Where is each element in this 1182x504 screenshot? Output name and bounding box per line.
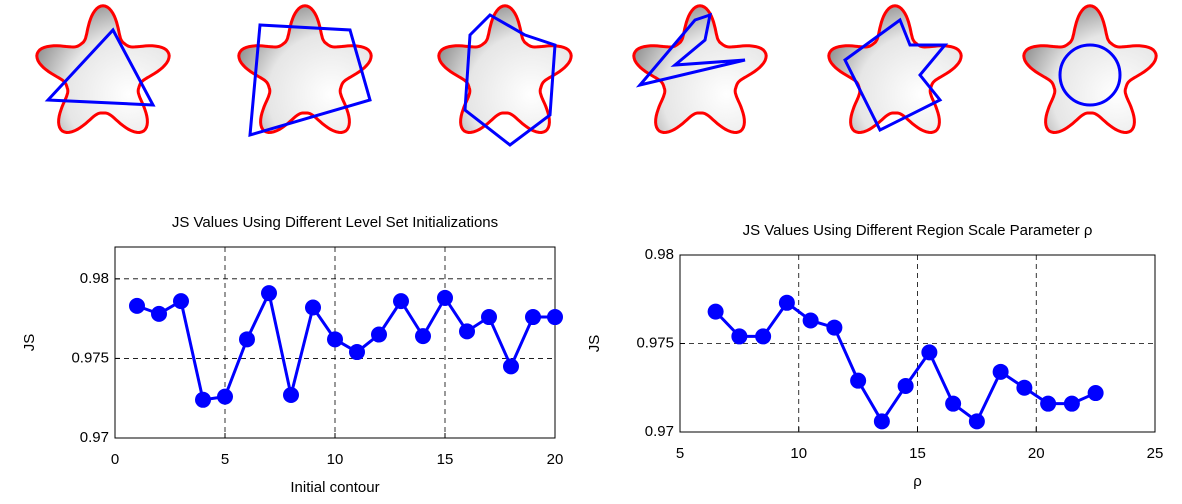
- data-point: [239, 331, 255, 347]
- flower-shape: [1024, 6, 1156, 133]
- data-point: [261, 285, 277, 301]
- x-tick-label: 15: [437, 451, 454, 468]
- data-point: [393, 293, 409, 309]
- data-point: [731, 328, 747, 344]
- x-axis-label: Initial contour: [290, 479, 379, 496]
- data-point: [305, 299, 321, 315]
- data-point: [1016, 380, 1032, 396]
- x-tick-label: 10: [327, 451, 344, 468]
- data-point: [481, 309, 497, 325]
- contour-images: [37, 6, 1156, 145]
- data-point: [945, 396, 961, 412]
- data-point: [415, 328, 431, 344]
- data-point: [437, 290, 453, 306]
- x-tick-label: 10: [790, 445, 807, 462]
- data-point: [525, 309, 541, 325]
- x-tick-label: 20: [547, 451, 564, 468]
- data-point: [283, 387, 299, 403]
- x-tick-label: 15: [909, 445, 926, 462]
- x-tick-label: 20: [1028, 445, 1045, 462]
- data-point: [898, 378, 914, 394]
- data-point: [874, 413, 890, 429]
- data-point: [850, 373, 866, 389]
- y-tick-label: 0.98: [645, 246, 674, 263]
- data-point: [327, 331, 343, 347]
- data-point: [129, 298, 145, 314]
- flower-shape: [37, 6, 169, 133]
- data-point: [1040, 396, 1056, 412]
- x-tick-label: 5: [221, 451, 229, 468]
- x-tick-label: 5: [676, 445, 684, 462]
- y-tick-label: 0.975: [636, 334, 674, 351]
- data-point: [969, 413, 985, 429]
- y-tick-label: 0.97: [80, 429, 109, 446]
- y-tick-label: 0.98: [80, 270, 109, 287]
- x-tick-label: 25: [1147, 445, 1164, 462]
- y-axis-label: JS: [586, 335, 603, 353]
- data-point: [503, 358, 519, 374]
- chart-title: JS Values Using Different Region Scale P…: [743, 222, 1093, 239]
- data-point: [993, 364, 1009, 380]
- data-point: [349, 344, 365, 360]
- data-point: [1088, 385, 1104, 401]
- data-point: [195, 392, 211, 408]
- data-point: [217, 389, 233, 405]
- data-point: [779, 295, 795, 311]
- data-point: [547, 309, 563, 325]
- data-point: [755, 328, 771, 344]
- x-axis-label: ρ: [913, 473, 922, 490]
- y-axis-label: JS: [21, 334, 38, 352]
- data-point: [151, 306, 167, 322]
- x-tick-label: 0: [111, 451, 119, 468]
- chart-title: JS Values Using Different Level Set Init…: [172, 214, 498, 231]
- data-point: [708, 304, 724, 320]
- data-point: [803, 312, 819, 328]
- data-point: [921, 344, 937, 360]
- data-line: [716, 303, 1096, 422]
- data-line: [137, 293, 555, 400]
- y-tick-label: 0.97: [645, 423, 674, 440]
- data-point: [371, 327, 387, 343]
- y-tick-label: 0.975: [71, 349, 109, 366]
- data-point: [1064, 396, 1080, 412]
- figure: JS Values Using Different Level Set Init…: [0, 0, 1182, 504]
- data-point: [826, 320, 842, 336]
- data-point: [459, 323, 475, 339]
- data-point: [173, 293, 189, 309]
